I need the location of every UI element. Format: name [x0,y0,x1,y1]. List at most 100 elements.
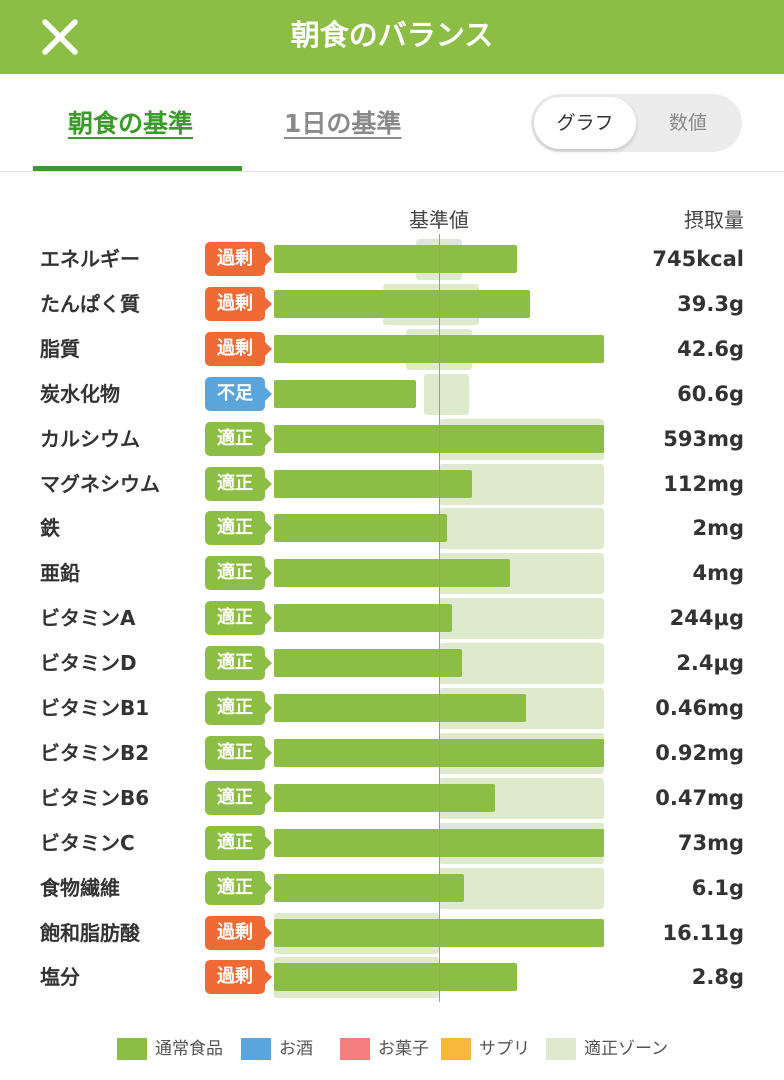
status-badge: 過剰 [205,960,272,995]
intake-value: 244μg [669,606,744,631]
intake-bar [274,649,463,678]
legend-swatch [546,1038,576,1060]
intake-bar [274,604,453,633]
nutrient-name: ビタミンB2 [40,740,150,765]
nutrient-row: 炭水化物 不足 60.6g [0,372,784,417]
intake-value: 0.47mg [655,785,744,810]
close-icon [42,19,78,55]
intake-value: 593mg [663,426,744,451]
proper-zone [439,508,604,550]
intake-bar [274,245,517,273]
status-badge: 過剰 [205,286,272,321]
proper-zone [439,867,604,909]
nutrient-name: ビタミンB6 [40,785,150,810]
nutrient-row: たんぱく質 過剰 39.3g [0,282,784,327]
toggle-numeric-button[interactable]: 数値 [668,112,707,134]
nutrient-name: ビタミンB1 [40,696,150,720]
tab-breakfast-standard[interactable]: 朝食の基準 [68,109,194,138]
intake-bar [274,469,472,498]
intake-value: 2mg [692,516,744,541]
nutrient-name: 炭水化物 [40,381,120,406]
proper-zone [439,643,604,685]
nutrient-name: 飽和脂肪酸 [40,920,140,945]
page-title: 朝食のバランス [290,18,494,52]
intake-value: 2.4μg [676,651,744,676]
legend: 通常食品 お酒 お菓子 サプリ 適正ゾーン [0,1036,784,1062]
nutrient-name: 塩分 [40,965,80,990]
legend-label: お菓子 [378,1039,429,1059]
proper-zone [424,373,469,415]
status-badge: 適正 [205,421,272,456]
intake-bar [274,514,448,543]
status-badge: 適正 [205,511,272,546]
nutrient-name: 脂質 [40,336,80,361]
status-badge: 適正 [205,691,272,725]
intake-value: 16.11g [662,920,744,945]
intake-bar [274,694,527,722]
nutrient-row: ビタミンD 適正 2.4μg [0,641,784,686]
nutrient-row: ビタミンB1 適正 0.46mg [0,686,784,731]
legend-label: お酒 [279,1039,313,1059]
intake-bar [274,289,530,318]
status-badge: 過剰 [205,331,272,366]
nutrient-row: エネルギー 過剰 745kcal [0,237,784,282]
intake-value: 2.8g [691,965,744,990]
status-badge: 適正 [205,870,272,905]
nutrient-name: 亜鉛 [40,561,80,586]
nutrient-row: ビタミンC 適正 73mg [0,821,784,866]
nutrient-row: 亜鉛 適正 4mg [0,551,784,596]
nutrient-row: 飽和脂肪酸 過剰 16.11g [0,911,784,956]
nutrient-name: ビタミンD [40,651,137,676]
nutrient-row: 塩分 過剰 2.8g [0,955,784,1000]
proper-zone [439,598,604,640]
status-badge: 適正 [205,556,272,591]
nutrient-name: カルシウム [40,426,140,451]
intake-value: 0.92mg [655,740,744,765]
nutrient-name: エネルギー [40,247,140,271]
intake-column-header: 摂取量 [684,208,744,232]
nutrient-name: たんぱく質 [40,291,140,316]
close-button[interactable] [36,13,84,61]
nutrient-row: マグネシウム 適正 112mg [0,462,784,507]
nutrient-name: マグネシウム [40,471,160,496]
intake-value: 0.46mg [655,696,744,720]
legend-swatch [241,1038,271,1060]
legend-swatch [117,1038,147,1060]
intake-value: 745kcal [652,247,744,271]
intake-value: 112mg [663,471,744,496]
status-badge: 適正 [205,825,272,860]
nutrient-row: ビタミンA 適正 244μg [0,596,784,641]
status-badge: 過剰 [205,915,272,950]
nutrient-name: 食物繊維 [40,875,120,900]
view-toggle: グラフ 数値 [531,94,742,152]
status-badge: 適正 [205,646,272,681]
nutrient-row: 鉄 適正 2mg [0,506,784,551]
nutrient-row: カルシウム 適正 593mg [0,417,784,462]
status-badge: 適正 [205,735,272,770]
intake-bar [274,379,416,408]
status-badge: 適正 [205,466,272,501]
tabs-divider [0,171,784,172]
app-header: 朝食のバランス [0,0,784,74]
nutrient-row: ビタミンB6 適正 0.47mg [0,776,784,821]
intake-value: 4mg [692,561,744,586]
intake-value: 39.3g [677,291,744,316]
intake-value: 42.6g [677,336,744,361]
nutrient-row: ビタミンB2 適正 0.92mg [0,731,784,776]
nutrient-row: 脂質 過剰 42.6g [0,327,784,372]
toggle-graph-button[interactable]: グラフ [534,97,636,149]
intake-bar [274,873,464,902]
legend-label: 適正ゾーン [584,1039,669,1059]
intake-value: 60.6g [677,381,744,406]
reference-column-header: 基準値 [409,208,469,232]
tab-daily-standard[interactable]: 1日の基準 [284,109,402,138]
nutrient-name: 鉄 [40,516,60,541]
intake-bar [274,963,517,992]
legend-swatch [340,1038,370,1060]
nutrient-row: 食物繊維 適正 6.1g [0,866,784,911]
legend-label: 通常食品 [155,1039,223,1059]
status-badge: 不足 [205,376,272,411]
intake-value: 73mg [677,830,744,855]
status-badge: 過剰 [205,242,272,276]
status-badge: 適正 [205,601,272,636]
